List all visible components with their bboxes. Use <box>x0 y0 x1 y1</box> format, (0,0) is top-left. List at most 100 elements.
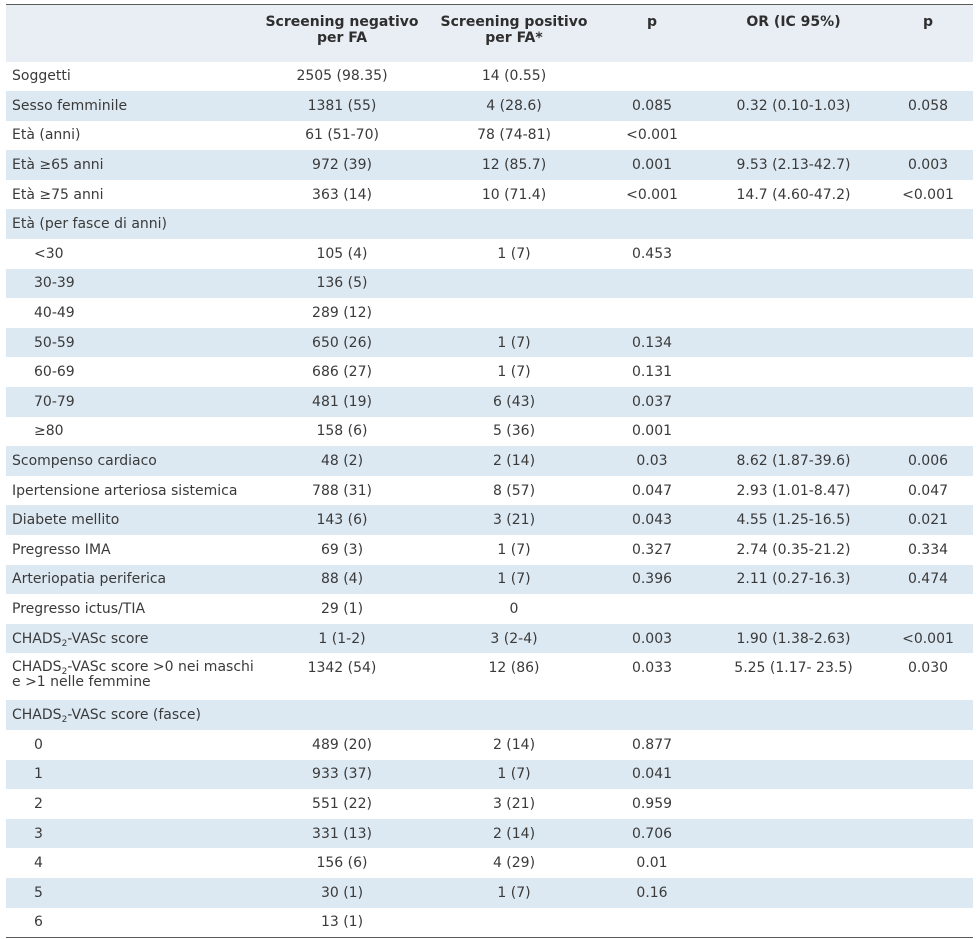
cell-positive: 10 (71.4) <box>481 186 547 203</box>
cell-negative: 61 (51-70) <box>305 127 379 144</box>
cell-p-or <box>883 908 973 938</box>
cell-positive: 14 (0.55) <box>481 68 547 85</box>
row-label: 30-39 <box>34 275 75 292</box>
table-row: 2 551 (22) 3 (21) 0.959 <box>6 789 973 819</box>
cell-negative <box>256 209 428 239</box>
cell-negative: 481 (19) <box>312 393 372 410</box>
table-row: Età ≥75 anni 363 (14) 10 (71.4) <0.001 14.7 … <box>6 180 973 210</box>
cell-positive <box>428 269 600 299</box>
cell-p-or: 0.474 <box>907 571 949 588</box>
row-label: Arteriopatia periferica <box>12 571 167 588</box>
cell-or: 5.25 (1.17- 23.5) <box>734 660 853 677</box>
row-label: 4 <box>34 855 43 872</box>
cell-positive: 0 <box>509 600 519 617</box>
cell-p-or <box>883 357 973 387</box>
header-p-value-or: p <box>922 14 934 30</box>
cell-p-or <box>883 878 973 908</box>
cell-positive: 6 (43) <box>492 393 536 410</box>
header-empty-cell <box>6 5 256 62</box>
cell-positive <box>428 700 600 730</box>
cell-positive <box>428 298 600 328</box>
table-row: 60-69 686 (27) 1 (7) 0.131 <box>6 357 973 387</box>
cell-or <box>704 269 883 299</box>
cell-or: 4.55 (1.25-16.5) <box>736 512 851 529</box>
table-row: 6 13 (1) <box>6 908 973 938</box>
row-label: Soggetti <box>12 68 71 85</box>
cell-p-or: 0.047 <box>907 482 949 499</box>
cell-positive <box>428 908 600 938</box>
cell-p-or: <0.001 <box>902 186 954 203</box>
table-row: 40-49 289 (12) <box>6 298 973 328</box>
cell-p: 0.396 <box>631 571 673 588</box>
cell-p-or <box>883 730 973 760</box>
header-screening-negative: Screening negativo per FA <box>265 14 419 46</box>
cell-p <box>600 700 704 730</box>
cell-p-or <box>883 594 973 624</box>
cell-or: 9.53 (2.13-42.7) <box>736 157 851 174</box>
cell-negative: 551 (22) <box>312 795 372 812</box>
cell-p-or <box>883 848 973 878</box>
cell-or <box>704 878 883 908</box>
cell-negative: 972 (39) <box>312 157 372 174</box>
row-label: Età ≥75 anni <box>12 186 104 203</box>
cell-positive: 78 (74-81) <box>477 127 551 144</box>
cell-positive: 1 (7) <box>497 571 531 588</box>
cell-p: 0.877 <box>631 736 673 753</box>
table-row: 5 30 (1) 1 (7) 0.16 <box>6 877 973 908</box>
row-label: CHADS2-VASc score <box>12 630 149 649</box>
cell-p-or: <0.001 <box>902 630 954 647</box>
cell-negative: 136 (5) <box>316 275 368 292</box>
cell-positive: 12 (86) <box>488 660 540 677</box>
cell-p-or <box>883 789 973 819</box>
cell-p: 0.01 <box>636 855 668 872</box>
table-row: <30 105 (4) 1 (7) 0.453 <box>6 239 973 269</box>
cell-p-or <box>883 62 973 92</box>
cell-p-or <box>883 121 973 151</box>
table-row: CHADS2-VASc score (fasce) <box>6 700 973 730</box>
cell-p-or <box>883 819 973 849</box>
cell-p-or: 0.003 <box>907 157 949 174</box>
cell-or: 1.90 (1.38-2.63) <box>736 630 851 647</box>
row-label: CHADS2-VASc score >0 nei maschi e >1 nel… <box>12 659 254 691</box>
cell-p: 0.959 <box>631 795 673 812</box>
cell-negative: 48 (2) <box>320 453 364 470</box>
table-row: Arteriopatia periferica 88 (4) 1 (7) 0.396 2… <box>6 564 973 595</box>
cell-positive: 4 (29) <box>492 855 536 872</box>
cell-p <box>600 62 704 92</box>
table-row: ≥80 158 (6) 5 (36) 0.001 <box>6 417 973 447</box>
row-label: Età (anni) <box>12 127 81 144</box>
cell-positive: 5 (36) <box>492 423 536 440</box>
cell-negative: 1 (1-2) <box>318 630 366 647</box>
cell-or <box>704 760 883 790</box>
table-row: Pregresso ictus/TIA 29 (1) 0 <box>6 594 973 624</box>
cell-positive <box>428 209 600 239</box>
cell-or <box>704 298 883 328</box>
cell-p <box>600 594 704 624</box>
cell-negative: 331 (13) <box>312 825 372 842</box>
row-label: Diabete mellito <box>12 512 120 529</box>
cell-or <box>704 239 883 269</box>
cell-p-or <box>883 239 973 269</box>
cell-or <box>704 594 883 624</box>
row-label: ≥80 <box>34 423 64 440</box>
cell-negative <box>256 700 428 730</box>
cell-positive: 3 (21) <box>492 795 536 812</box>
cell-or <box>704 819 883 849</box>
cell-p-or <box>883 700 973 730</box>
cell-p: 0.003 <box>631 630 673 647</box>
cell-p-or <box>883 387 973 417</box>
cell-positive: 1 (7) <box>497 245 531 262</box>
cell-or <box>704 387 883 417</box>
cell-p <box>600 298 704 328</box>
table-row: 3 331 (13) 2 (14) 0.706 <box>6 818 973 849</box>
cell-negative: 1381 (55) <box>307 97 377 114</box>
row-label: 3 <box>34 825 43 842</box>
cell-or: 14.7 (4.60-47.2) <box>736 186 851 203</box>
cell-p-or: 0.030 <box>907 660 949 677</box>
cell-p: 0.001 <box>631 423 673 440</box>
cell-negative: 88 (4) <box>320 571 364 588</box>
table-row: Età ≥65 anni 972 (39) 12 (85.7) 0.001 9.53 (… <box>6 150 973 180</box>
cell-positive: 3 (21) <box>492 512 536 529</box>
cell-p: 0.16 <box>636 884 668 901</box>
cell-or: 2.11 (0.27-16.3) <box>736 571 851 588</box>
